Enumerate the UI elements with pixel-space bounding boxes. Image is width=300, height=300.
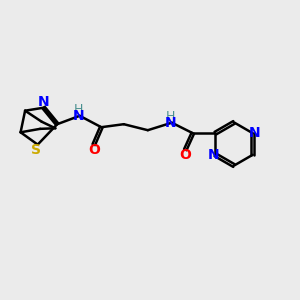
- Text: N: N: [208, 148, 220, 162]
- Text: N: N: [38, 95, 50, 109]
- Text: O: O: [88, 143, 100, 157]
- Text: H: H: [166, 110, 175, 123]
- Text: S: S: [31, 143, 41, 157]
- Text: N: N: [248, 126, 260, 140]
- Text: O: O: [179, 148, 191, 162]
- Text: H: H: [74, 103, 83, 116]
- Text: N: N: [72, 109, 84, 123]
- Text: N: N: [164, 116, 176, 130]
